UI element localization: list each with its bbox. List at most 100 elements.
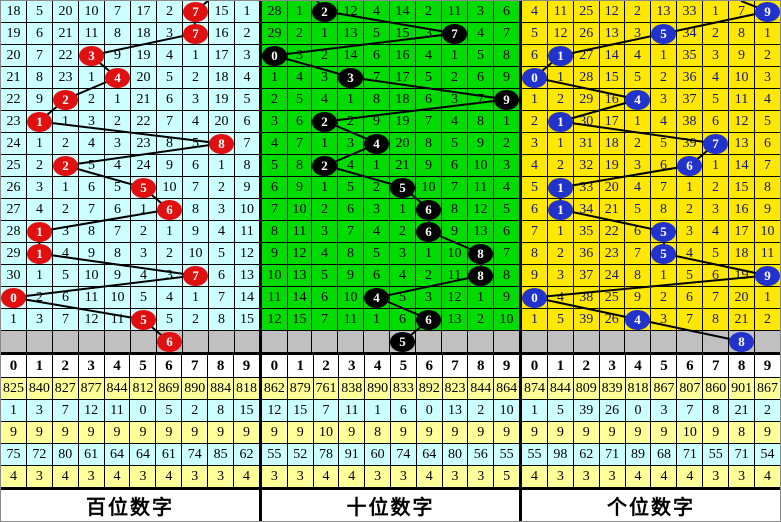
miss-cell-r2c0: 29 (262, 23, 287, 44)
stat-cell-r4c3: 91 (339, 444, 365, 465)
miss-cell-r15c4: 11 (105, 309, 130, 330)
next-row-cell-c9 (235, 331, 259, 352)
trend-grid: 18 5 20 10 7 17 2 7 15 1 19 6 21 11 8 18 3 7 16 2 20 7 22 3 9 19 4… (1, 1, 259, 352)
miss-cell-r1c9: 6 (494, 1, 519, 22)
miss-cell-r15c3: 26 (599, 309, 624, 330)
miss-cell-r12c5: 5 (651, 243, 676, 264)
miss-cell-r13c7: 6 (703, 265, 728, 286)
miss-cell-r1c8: 3 (468, 1, 493, 22)
next-row-cell-c4 (625, 331, 650, 352)
miss-cell-r10c9: 9 (755, 199, 780, 220)
miss-cell-r4c8: 18 (209, 67, 234, 88)
stat-cell-r2c5: 6 (390, 400, 416, 421)
miss-cell-r15c5: 3 (651, 309, 676, 330)
column-header-2: 2 (313, 355, 339, 377)
miss-cell-r3c5: 16 (390, 45, 415, 66)
miss-cell-r2c7: 7 (442, 23, 467, 44)
miss-cell-r15c4: 4 (625, 309, 650, 330)
next-row-cell-c3 (79, 331, 104, 352)
miss-cell-r15c2: 39 (574, 309, 599, 330)
miss-cell-r13c6: 5 (677, 265, 702, 286)
next-row-cell-c3 (338, 331, 363, 352)
miss-cell-r11c8: 17 (729, 221, 754, 242)
miss-cell-r7c5: 23 (131, 133, 156, 154)
miss-cell-r9c5: 7 (651, 177, 676, 198)
panel-title: 个位数字 (522, 490, 780, 521)
miss-cell-r3c2: 2 (312, 45, 337, 66)
stat-cell-r5c0: 4 (522, 466, 547, 487)
miss-cell-r15c3: 12 (79, 309, 104, 330)
miss-cell-r1c2: 20 (53, 1, 78, 22)
miss-cell-r8c7: 6 (442, 155, 467, 176)
miss-cell-r13c9: 13 (235, 265, 259, 286)
miss-cell-r14c1: 4 (548, 287, 573, 308)
stat-cell-r4c2: 62 (573, 444, 599, 465)
miss-cell-r6c8: 20 (209, 111, 234, 132)
miss-cell-r5c5: 18 (390, 89, 415, 110)
miss-cell-r3c6: 4 (416, 45, 441, 66)
next-row-cell-c6: 6 (157, 331, 182, 352)
miss-cell-r10c7: 8 (183, 199, 208, 220)
miss-cell-r2c7: 7 (183, 23, 208, 44)
miss-cell-r3c5: 1 (651, 45, 676, 66)
miss-cell-r13c2: 5 (312, 265, 337, 286)
stats-grid: 0 1 2 3 4 5 6 7 8 9 874 844 809 839 818 867 807 860 901 867… (522, 355, 780, 487)
stat-cell-r5c6: 4 (677, 466, 703, 487)
miss-cell-r9c0: 5 (522, 177, 547, 198)
stat-cell-r1c0: 874 (522, 378, 547, 399)
drawn-ball: 4 (105, 67, 130, 88)
stat-cell-r1c9: 867 (755, 378, 780, 399)
stat-cell-r2c5: 0 (130, 400, 156, 421)
stat-cell-r1c2: 809 (573, 378, 599, 399)
drawn-ball: 9 (494, 89, 519, 110)
divider (522, 352, 780, 355)
stat-cell-r5c7: 3 (442, 466, 468, 487)
miss-cell-r12c9: 11 (755, 243, 780, 264)
miss-cell-r2c9: 7 (494, 23, 519, 44)
miss-cell-r13c1: 1 (27, 265, 52, 286)
stat-cell-r5c5: 3 (130, 466, 156, 487)
miss-cell-r15c8: 21 (729, 309, 754, 330)
miss-cell-r4c2: 3 (312, 67, 337, 88)
miss-cell-r15c6: 6 (416, 309, 441, 330)
miss-cell-r8c9: 8 (235, 155, 259, 176)
miss-cell-r1c6: 33 (677, 1, 702, 22)
column-header-3: 3 (599, 355, 625, 377)
miss-cell-r5c2: 2 (53, 89, 78, 110)
miss-cell-r5c6: 6 (157, 89, 182, 110)
column-header-7: 7 (182, 355, 208, 377)
drawn-ball: 1 (27, 111, 52, 132)
miss-cell-r13c7: 11 (442, 265, 467, 286)
miss-cell-r11c1: 1 (548, 221, 573, 242)
miss-cell-r1c2: 2 (312, 1, 337, 22)
miss-cell-r3c7: 3 (703, 45, 728, 66)
column-header-7: 7 (442, 355, 468, 377)
miss-cell-r1c3: 12 (338, 1, 363, 22)
miss-cell-r9c8: 11 (468, 177, 493, 198)
miss-cell-r9c1: 9 (288, 177, 311, 198)
next-row-cell-c1 (548, 331, 573, 352)
miss-cell-r1c3: 10 (79, 1, 104, 22)
miss-cell-r14c8: 20 (729, 287, 754, 308)
column-header-6: 6 (156, 355, 182, 377)
miss-cell-r14c7: 12 (442, 287, 467, 308)
drawn-ball: 8 (468, 265, 493, 286)
stat-cell-r4c4: 64 (104, 444, 130, 465)
miss-cell-r6c0: 23 (1, 111, 26, 132)
miss-cell-r10c5: 1 (390, 199, 415, 220)
miss-cell-r8c9: 7 (755, 155, 780, 176)
stat-cell-r3c1: 9 (26, 422, 52, 443)
miss-cell-r11c2: 3 (312, 221, 337, 242)
miss-cell-r12c2: 4 (53, 243, 78, 264)
drawn-ball: 3 (338, 67, 363, 88)
miss-cell-r12c3: 9 (79, 243, 104, 264)
miss-cell-r4c2: 23 (53, 67, 78, 88)
miss-cell-r12c7: 10 (183, 243, 208, 264)
miss-cell-r15c6: 5 (157, 309, 182, 330)
miss-cell-r15c3: 11 (338, 309, 363, 330)
miss-cell-r1c9: 1 (235, 1, 259, 22)
stat-cell-r4c9: 54 (755, 444, 780, 465)
stat-cell-r5c2: 4 (52, 466, 78, 487)
miss-cell-r1c4: 4 (364, 1, 389, 22)
column-header-6: 6 (677, 355, 703, 377)
